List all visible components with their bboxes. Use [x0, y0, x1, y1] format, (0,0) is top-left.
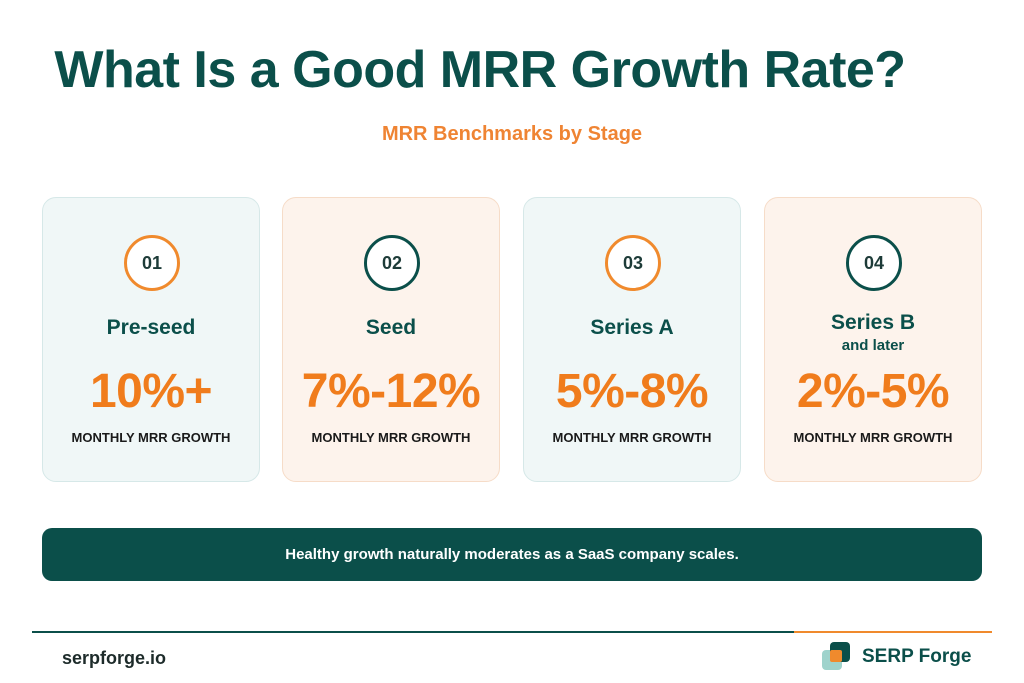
page-subtitle: MRR Benchmarks by Stage: [381, 123, 643, 145]
growth-rate: 5%-8%: [555, 365, 709, 418]
stage-name: Series A: [590, 316, 674, 339]
benchmark-card-series-a: 03 Series A 5%-8% MONTHLY MRR GROWTH: [523, 197, 741, 482]
stage-number-badge: 03: [605, 235, 661, 291]
growth-rate: 2%-5%: [796, 365, 950, 418]
stage-name: Seed: [365, 316, 417, 339]
benchmark-cards: 01 Pre-seed 10%+ MONTHLY MRR GROWTH 02 S…: [42, 197, 982, 482]
metric-label: MONTHLY MRR GROWTH: [552, 430, 712, 445]
stage-number-badge: 02: [364, 235, 420, 291]
summary-banner: Healthy growth naturally moderates as a …: [42, 528, 982, 581]
page-title: What Is a Good MRR Growth Rate?: [54, 41, 906, 99]
stage-name: Series B: [830, 311, 916, 334]
serp-forge-logo-icon: [822, 642, 852, 672]
footer-divider-accent: [794, 631, 992, 633]
footer-divider: [32, 631, 794, 633]
growth-rate: 10%+: [89, 365, 213, 418]
benchmark-card-series-b: 04 Series B and later 2%-5% MONTHLY MRR …: [764, 197, 982, 482]
metric-label: MONTHLY MRR GROWTH: [793, 430, 953, 445]
stage-name: Pre-seed: [106, 316, 196, 339]
benchmark-card-seed: 02 Seed 7%-12% MONTHLY MRR GROWTH: [282, 197, 500, 482]
metric-label: MONTHLY MRR GROWTH: [71, 430, 231, 445]
stage-subtitle: and later: [841, 337, 905, 354]
stage-number-badge: 01: [124, 235, 180, 291]
brand-name: SERP Forge: [862, 646, 972, 667]
stage-number-badge: 04: [846, 235, 902, 291]
brand-logo: SERP Forge: [822, 641, 971, 673]
metric-label: MONTHLY MRR GROWTH: [311, 430, 471, 445]
growth-rate: 7%-12%: [301, 365, 481, 418]
site-url: serpforge.io: [62, 648, 167, 668]
benchmark-card-pre-seed: 01 Pre-seed 10%+ MONTHLY MRR GROWTH: [42, 197, 260, 482]
